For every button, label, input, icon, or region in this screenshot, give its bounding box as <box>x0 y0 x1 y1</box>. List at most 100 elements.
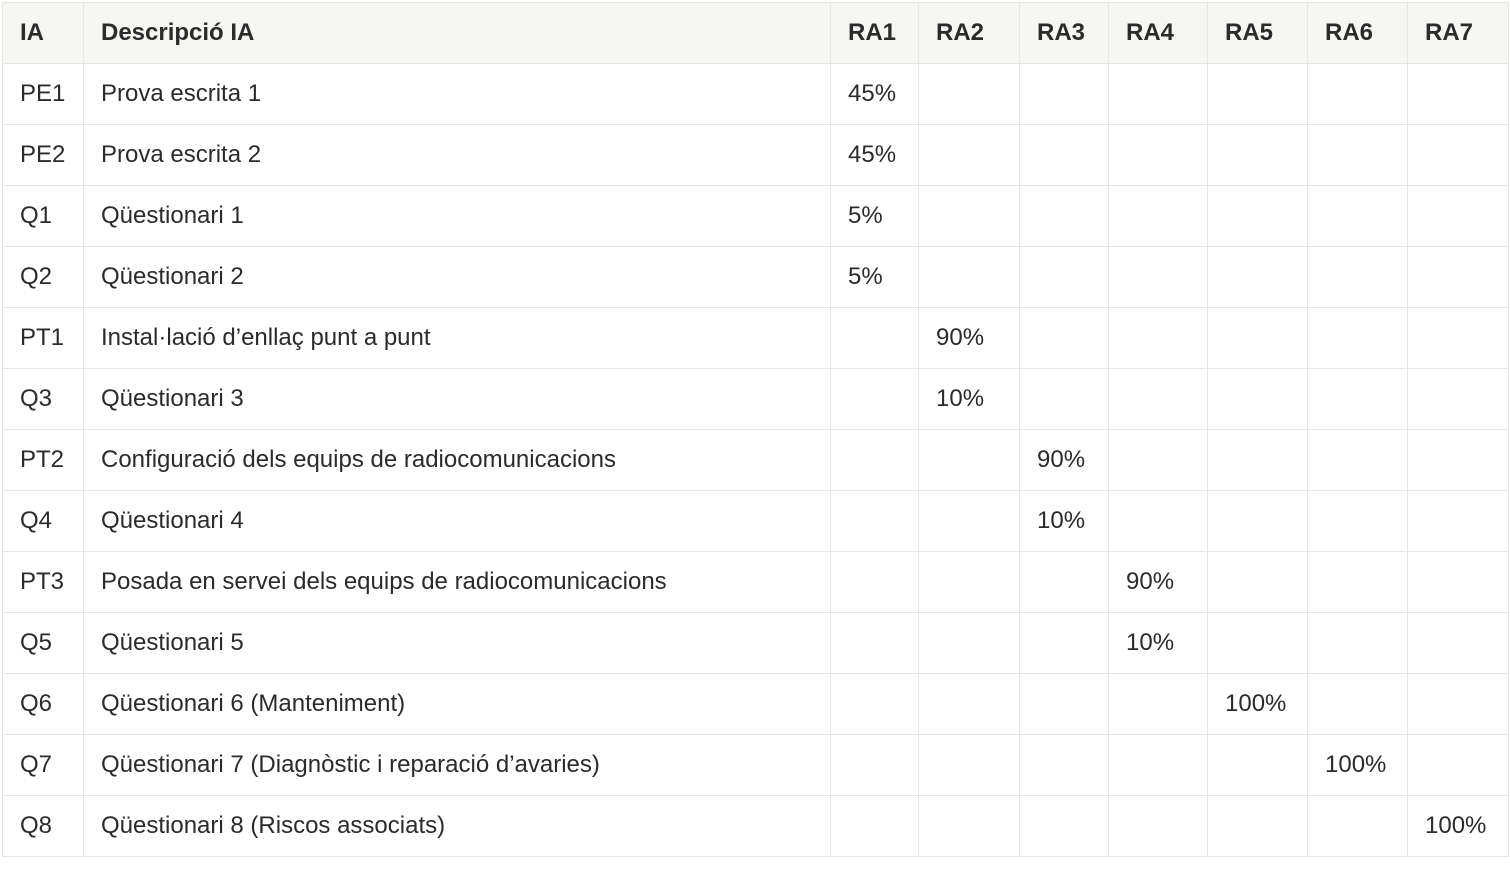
ra-weight-cell <box>1019 185 1109 247</box>
ra-weight-cell <box>918 673 1020 735</box>
ra-weight-cell <box>1307 307 1408 369</box>
ia-code-cell: PE2 <box>2 124 84 186</box>
ra-weight-cell <box>1019 612 1109 674</box>
ra-weight-cell <box>1108 734 1208 796</box>
ra-weight-cell: 45% <box>830 124 919 186</box>
ia-description-cell: Qüestionari 1 <box>83 185 831 247</box>
header-row: IA Descripció IA RA1 RA2 RA3 RA4 RA5 RA6 RA7 <box>2 2 1509 64</box>
ra-weight-cell <box>1207 612 1308 674</box>
ra-weight-cell <box>1108 368 1208 430</box>
ra-weight-cell: 100% <box>1307 734 1408 796</box>
ia-code-cell: Q2 <box>2 246 84 308</box>
table-header: IA Descripció IA RA1 RA2 RA3 RA4 RA5 RA6 RA7 <box>2 2 1509 64</box>
ia-description-cell: Qüestionari 5 <box>83 612 831 674</box>
ia-code-cell: Q3 <box>2 368 84 430</box>
ra-weight-cell <box>1407 124 1509 186</box>
ra-weight-cell: 5% <box>830 246 919 308</box>
ra-weight-cell <box>1307 185 1408 247</box>
ia-code-cell: PT1 <box>2 307 84 369</box>
ra-weight-cell <box>1019 368 1109 430</box>
ia-description-cell: Instal·lació d’enllaç punt a punt <box>83 307 831 369</box>
ra-weight-cell <box>1019 734 1109 796</box>
ra-weight-cell <box>1207 490 1308 552</box>
ra-weight-cell <box>1207 734 1308 796</box>
column-header: RA1 <box>830 2 919 64</box>
ia-code-cell: Q4 <box>2 490 84 552</box>
ra-weight-cell <box>1207 551 1308 613</box>
ra-weight-cell <box>1207 185 1308 247</box>
ra-weight-cell <box>918 429 1020 491</box>
ra-weight-cell <box>1407 612 1509 674</box>
ia-description-cell: Prova escrita 1 <box>83 63 831 125</box>
ra-weight-cell <box>1207 429 1308 491</box>
column-header: RA7 <box>1407 2 1509 64</box>
ra-weight-cell <box>1407 490 1509 552</box>
ra-weight-cell <box>918 63 1020 125</box>
ra-weight-cell <box>1019 307 1109 369</box>
ra-weight-cell <box>1108 246 1208 308</box>
column-header: RA5 <box>1207 2 1308 64</box>
column-header: Descripció IA <box>83 2 831 64</box>
ra-weight-cell <box>1307 246 1408 308</box>
ia-code-cell: PT3 <box>2 551 84 613</box>
ra-weight-cell <box>1019 63 1109 125</box>
ia-code-cell: PE1 <box>2 63 84 125</box>
table-row: PE1 Prova escrita 1 45% <box>2 63 1509 125</box>
ra-weight-cell: 10% <box>1108 612 1208 674</box>
ra-weight-cell <box>1207 795 1308 857</box>
ra-weight-cell: 90% <box>1019 429 1109 491</box>
ra-weight-cell <box>918 734 1020 796</box>
ra-weight-cell <box>830 734 919 796</box>
ra-weight-cell <box>830 673 919 735</box>
table-row: PT2 Configuració dels equips de radiocomu… <box>2 429 1509 491</box>
ra-weight-cell: 10% <box>1019 490 1109 552</box>
ra-weight-cell <box>1407 307 1509 369</box>
ra-weight-cell <box>1207 368 1308 430</box>
ra-weight-cell: 90% <box>1108 551 1208 613</box>
ra-weight-cell <box>830 795 919 857</box>
ra-weight-cell: 90% <box>918 307 1020 369</box>
ra-weight-cell <box>1108 185 1208 247</box>
ra-weight-cell <box>1307 673 1408 735</box>
ra-weight-cell <box>1108 795 1208 857</box>
ra-weight-cell <box>1019 124 1109 186</box>
ra-weight-cell <box>918 490 1020 552</box>
table-row: PT3 Posada en servei dels equips de radio… <box>2 551 1509 613</box>
ra-weight-cell <box>1307 551 1408 613</box>
table-row: Q6 Qüestionari 6 (Manteniment) 100% <box>2 673 1509 735</box>
table-row: Q7 Qüestionari 7 (Diagnòstic i reparació … <box>2 734 1509 796</box>
ra-weight-cell <box>1407 551 1509 613</box>
ia-description-cell: Qüestionari 2 <box>83 246 831 308</box>
ia-code-cell: Q7 <box>2 734 84 796</box>
ia-code-cell: Q1 <box>2 185 84 247</box>
ra-weight-cell <box>1019 795 1109 857</box>
ra-weight-cell <box>830 368 919 430</box>
table-row: Q1 Qüestionari 1 5% <box>2 185 1509 247</box>
ra-weight-cell <box>1019 246 1109 308</box>
ra-weight-cell <box>830 307 919 369</box>
ra-weight-cell <box>830 551 919 613</box>
ra-weight-cell <box>1207 63 1308 125</box>
ia-description-cell: Posada en servei dels equips de radiocom… <box>83 551 831 613</box>
ra-weight-cell: 45% <box>830 63 919 125</box>
table-row: Q5 Qüestionari 5 10% <box>2 612 1509 674</box>
ra-weight-cell <box>1108 673 1208 735</box>
table-row: Q4 Qüestionari 4 10% <box>2 490 1509 552</box>
ra-weight-cell <box>1108 63 1208 125</box>
ra-weight-cell: 100% <box>1207 673 1308 735</box>
ra-weight-cell <box>1307 490 1408 552</box>
ia-code-cell: Q6 <box>2 673 84 735</box>
ia-code-cell: PT2 <box>2 429 84 491</box>
ra-weight-cell <box>830 490 919 552</box>
table-row: Q3 Qüestionari 3 10% <box>2 368 1509 430</box>
ra-weight-cell <box>1407 734 1509 796</box>
ra-weight-cell <box>1407 246 1509 308</box>
ra-weight-cell <box>1108 307 1208 369</box>
table-row: PE2 Prova escrita 2 45% <box>2 124 1509 186</box>
ra-weight-cell <box>918 795 1020 857</box>
ra-weight-cell <box>1108 490 1208 552</box>
ia-description-cell: Qüestionari 4 <box>83 490 831 552</box>
ra-weight-cell <box>918 612 1020 674</box>
ra-weight-cell <box>1207 124 1308 186</box>
ra-weight-cell: 10% <box>918 368 1020 430</box>
